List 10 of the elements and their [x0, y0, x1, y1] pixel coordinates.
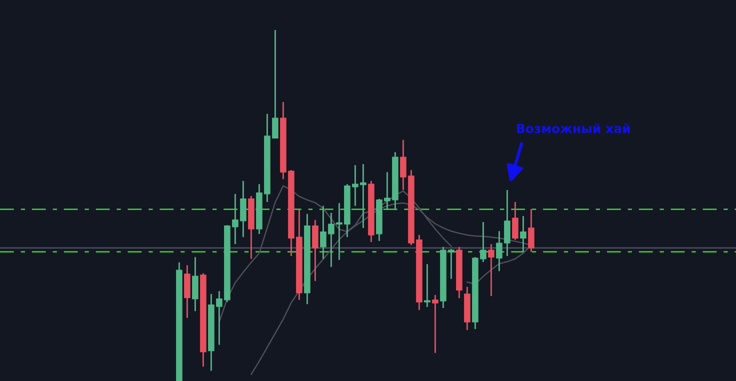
- candlestick: [184, 264, 190, 319]
- candlestick: [432, 294, 438, 354]
- annotation: Возможный хай: [517, 123, 630, 134]
- candlestick: [424, 263, 430, 308]
- candlestick: [512, 201, 518, 241]
- candlestick: [488, 243, 494, 297]
- candlestick: [192, 256, 198, 312]
- candlestick: [520, 215, 526, 253]
- candlestick: [528, 208, 534, 253]
- candlestick: [312, 219, 318, 282]
